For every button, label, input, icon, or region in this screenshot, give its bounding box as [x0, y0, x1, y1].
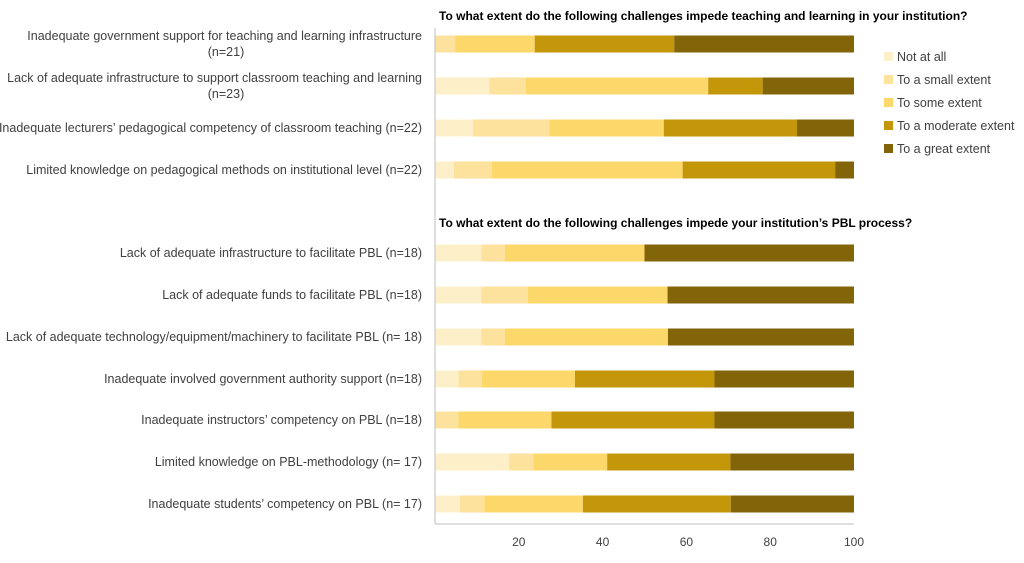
bar-segment-p1-r3-s4 — [714, 370, 854, 388]
bar-segment-p1-r3-s1 — [458, 370, 482, 388]
bar-segment-p1-r3-s2 — [481, 370, 575, 388]
legend-label: To some extent — [897, 96, 982, 110]
bar-segment-p1-r4-s1 — [435, 411, 459, 429]
bar-segment-p1-r5-s0 — [435, 453, 509, 471]
category-label: Limited knowledge on pedagogical methods… — [26, 163, 422, 177]
legend-label: To a moderate extent — [897, 119, 1015, 133]
bar-segment-p1-r2-s1 — [481, 328, 505, 346]
bar-segment-p1-r6-s0 — [435, 495, 460, 513]
x-tick-label: 40 — [596, 535, 610, 549]
bar-segment-p1-r1-s0 — [435, 286, 482, 304]
bar-segment-p0-r2-s1 — [473, 119, 550, 137]
bar-segment-p1-r5-s4 — [730, 453, 854, 471]
bar-segment-p1-r2-s4 — [667, 328, 854, 346]
legend-swatch — [884, 52, 893, 61]
bars-group — [435, 35, 854, 513]
bar-segment-p1-r5-s1 — [508, 453, 534, 471]
bar-segment-p1-r5-s3 — [607, 453, 731, 471]
x-tick-label: 100 — [844, 535, 864, 549]
bar-segment-p0-r0-s4 — [674, 35, 854, 53]
category-label: Inadequate instructors’ competency on PB… — [141, 413, 422, 427]
bar-segment-p1-r6-s3 — [582, 495, 731, 513]
bar-segment-p0-r3-s4 — [835, 161, 854, 179]
category-label: Lack of adequate infrastructure to suppo… — [7, 71, 422, 85]
category-label: Inadequate involved government authority… — [104, 372, 422, 386]
category-label: (n=21) — [208, 45, 244, 59]
legend-swatch — [884, 75, 893, 84]
legend-swatch — [884, 98, 893, 107]
bar-segment-p1-r3-s3 — [574, 370, 715, 388]
legend-swatch — [884, 144, 893, 153]
bar-segment-p1-r4-s2 — [458, 411, 552, 429]
legend-label: To a great extent — [897, 142, 991, 156]
category-labels: Inadequate government support for teachi… — [0, 29, 422, 511]
bar-segment-p1-r1-s2 — [528, 286, 668, 304]
bar-segment-p0-r3-s2 — [491, 161, 683, 179]
bar-segment-p1-r6-s2 — [484, 495, 583, 513]
chart-title-teaching: To what extent do the following challeng… — [439, 9, 967, 23]
category-label: Inadequate students’ competency on PBL (… — [148, 497, 422, 511]
bar-segment-p1-r5-s2 — [533, 453, 608, 471]
bar-segment-p0-r1-s4 — [762, 77, 854, 95]
category-label: Inadequate government support for teachi… — [27, 29, 422, 43]
bar-segment-p0-r3-s1 — [453, 161, 492, 179]
bar-segment-p0-r0-s1 — [435, 35, 456, 53]
x-tick-label: 20 — [512, 535, 526, 549]
bar-segment-p0-r2-s3 — [663, 119, 798, 137]
bar-segment-p0-r2-s0 — [435, 119, 474, 137]
category-label: Lack of adequate funds to facilitate PBL… — [162, 288, 422, 302]
bar-segment-p0-r0-s2 — [455, 35, 535, 53]
bar-segment-p1-r0-s2 — [504, 244, 645, 262]
bar-segment-p1-r4-s4 — [714, 411, 854, 429]
x-tick-label: 80 — [764, 535, 778, 549]
bar-segment-p1-r0-s4 — [644, 244, 854, 262]
legend-label: To a small extent — [897, 73, 991, 87]
bar-segment-p1-r6-s4 — [730, 495, 854, 513]
bar-segment-p1-r3-s0 — [435, 370, 459, 388]
x-axis: 20 40 60 80 100 — [434, 28, 864, 549]
bar-segment-p1-r2-s0 — [435, 328, 482, 346]
legend-label: Not at all — [897, 50, 946, 64]
category-label: (n=23) — [208, 87, 244, 101]
legend: Not at all To a small extent To some exten… — [884, 50, 1015, 156]
bar-segment-p0-r1-s1 — [489, 77, 526, 95]
bar-segment-p0-r1-s3 — [708, 77, 763, 95]
bar-segment-p0-r1-s2 — [525, 77, 709, 95]
category-label: Lack of adequate infrastructure to facil… — [120, 246, 422, 260]
x-tick-label: 60 — [680, 535, 694, 549]
bar-segment-p1-r1-s4 — [667, 286, 854, 304]
legend-swatch — [884, 121, 893, 130]
category-label: Lack of adequate technology/equipment/ma… — [6, 330, 422, 344]
bar-segment-p1-r2-s2 — [504, 328, 668, 346]
category-label: Inadequate lecturers’ pedagogical compet… — [0, 121, 422, 135]
chart-title-pbl: To what extent do the following challeng… — [439, 216, 912, 230]
bar-segment-p1-r4-s3 — [551, 411, 715, 429]
bar-segment-p0-r3-s0 — [435, 161, 454, 179]
bar-segment-p0-r2-s4 — [797, 119, 854, 137]
bar-segment-p1-r0-s1 — [481, 244, 505, 262]
bar-segment-p1-r1-s1 — [481, 286, 529, 304]
bar-segment-p0-r1-s0 — [435, 77, 490, 95]
bar-segment-p1-r0-s0 — [435, 244, 482, 262]
category-label: Limited knowledge on PBL-methodology (n=… — [155, 455, 422, 469]
bar-segment-p0-r3-s3 — [682, 161, 836, 179]
bar-segment-p0-r2-s2 — [549, 119, 664, 137]
bar-segment-p0-r0-s3 — [534, 35, 675, 53]
bar-segment-p1-r6-s1 — [459, 495, 485, 513]
